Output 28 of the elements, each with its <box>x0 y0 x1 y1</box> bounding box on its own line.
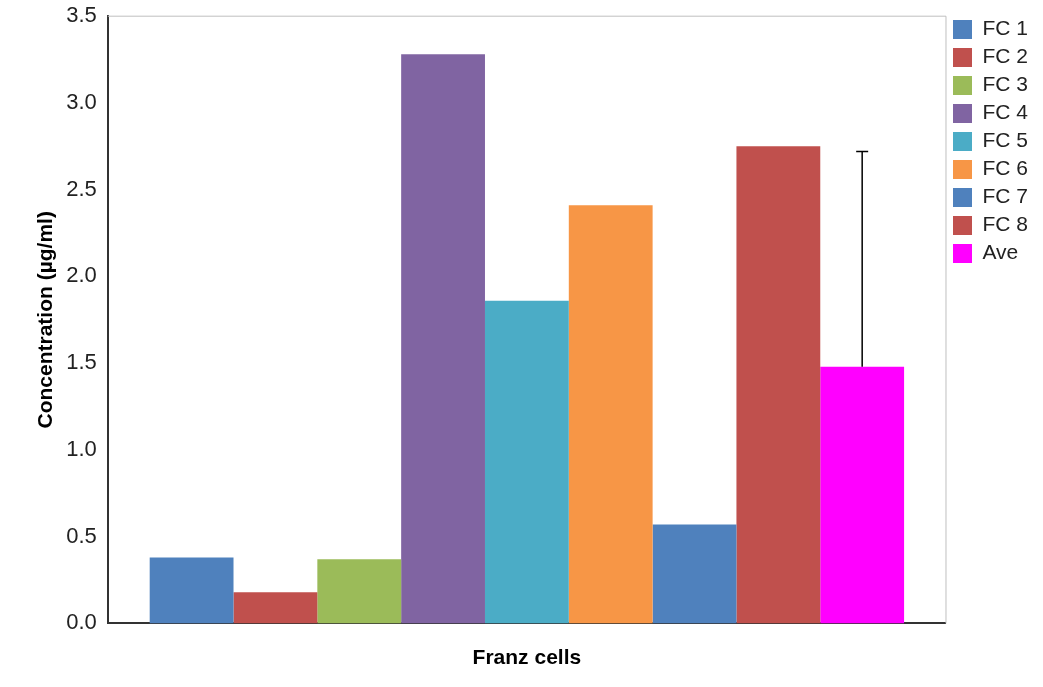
y-tick-label: 1.5 <box>66 349 97 375</box>
y-axis-title: Concentration (µg/ml) <box>33 211 57 429</box>
legend-label: FC 2 <box>982 44 1029 68</box>
bar <box>568 205 653 624</box>
y-tick-label: 0.5 <box>66 522 97 548</box>
y-tick-label: 1.0 <box>66 435 97 461</box>
bar <box>401 54 485 624</box>
legend-label: FC 6 <box>982 156 1029 180</box>
bar <box>149 557 234 624</box>
legend-label: FC 1 <box>982 16 1029 40</box>
bar <box>820 366 905 624</box>
x-axis-title: Franz cells <box>472 645 582 669</box>
y-tick-label: 3.0 <box>66 89 97 115</box>
y-tick-label: 2.5 <box>66 175 97 201</box>
bar <box>652 524 737 624</box>
legend-label: FC 8 <box>982 212 1029 236</box>
y-tick-label: 2.0 <box>66 262 97 288</box>
y-tick-label: 3.5 <box>66 2 97 28</box>
legend-label: FC 4 <box>982 100 1029 124</box>
bar <box>736 146 821 624</box>
legend-label: FC 3 <box>982 72 1029 96</box>
legend-label: Ave <box>982 240 1019 264</box>
legend-label: FC 5 <box>982 128 1029 152</box>
bar <box>233 592 318 624</box>
y-tick-label: 0.0 <box>66 609 97 635</box>
legend-label: FC 7 <box>982 184 1029 208</box>
bar <box>317 559 402 624</box>
bar <box>484 300 569 624</box>
